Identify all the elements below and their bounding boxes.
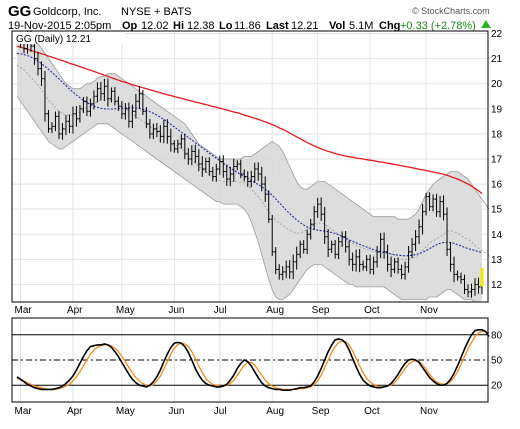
- price-tick-label: 19: [491, 104, 503, 115]
- bollinger-band-fill: [17, 33, 482, 302]
- watermark-text: © StockCharts.com: [412, 6, 490, 16]
- exchange-text: NYSE + BATS: [121, 6, 191, 18]
- stoch-d-line: [16, 330, 490, 391]
- stoch-plot: [12, 318, 490, 402]
- price-month-label: Jul: [214, 305, 227, 316]
- stoch-panel: [11, 317, 490, 403]
- price-tick-label: 12: [491, 280, 503, 291]
- stoch-month-label: Aug: [266, 406, 284, 417]
- price-tick-label: 17: [491, 154, 503, 165]
- vol-value: 5.1M: [349, 20, 373, 32]
- stoch-month-label: Apr: [67, 406, 83, 417]
- stoch-month-label: May: [116, 406, 135, 417]
- price-month-label: Sep: [312, 305, 330, 316]
- bollinger-mid: [16, 64, 490, 260]
- price-tick-label: 14: [491, 230, 503, 241]
- price-month-label: May: [116, 305, 135, 316]
- stoch-month-label: Nov: [420, 406, 438, 417]
- stoch-month-label: Jun: [168, 406, 184, 417]
- price-plot: [12, 30, 490, 303]
- last-value: 12.21: [291, 20, 319, 32]
- last-label: Last: [266, 20, 289, 32]
- price-tick-label: 20: [491, 79, 503, 90]
- ma-long-line: [16, 45, 483, 195]
- header: GG Goldcorp, Inc. NYSE + BATS © StockCha…: [8, 3, 491, 32]
- stoch-tick-label: 20: [491, 381, 503, 392]
- chg-label: Chg: [379, 20, 400, 32]
- op-value: 12.02: [141, 20, 169, 32]
- symbol-text: GG: [8, 3, 31, 20]
- stoch-month-label: Sep: [312, 406, 330, 417]
- stoch-month-label: Oct: [364, 406, 380, 417]
- price-month-label: Mar: [14, 305, 32, 316]
- price-tick-label: 16: [491, 180, 503, 191]
- price-tick-label: 13: [491, 255, 503, 266]
- price-month-label: Aug: [266, 305, 284, 316]
- lo-label: Lo: [219, 20, 233, 32]
- datetime-text: 19-Nov-2015 2:05pm: [8, 20, 111, 32]
- price-month-label: Jun: [168, 305, 184, 316]
- op-label: Op: [122, 20, 138, 32]
- hi-value: 12.38: [187, 20, 215, 32]
- legend-box: [13, 32, 125, 44]
- price-month-label: Nov: [420, 305, 438, 316]
- lo-value: 11.86: [234, 20, 261, 32]
- stoch-panel-border: [11, 317, 489, 403]
- bollinger-lower: [16, 95, 489, 303]
- price-month-label: Oct: [364, 305, 380, 316]
- stoch-month-label: Jul: [214, 406, 227, 417]
- stoch-tick-label: 50: [491, 356, 503, 367]
- vol-label: Vol: [329, 20, 345, 32]
- legend-text: GG (Daily) 12.21: [16, 34, 91, 45]
- last-bar-marker: [480, 267, 484, 287]
- price-tick-label: 22: [491, 29, 503, 40]
- stoch-tick-label: 80: [491, 330, 503, 341]
- company-text: Goldcorp, Inc.: [33, 6, 101, 18]
- up-arrow-icon: [481, 20, 491, 28]
- price-tick-label: 21: [491, 54, 503, 65]
- price-month-label: Apr: [67, 305, 83, 316]
- price-tick-label: 15: [491, 205, 503, 216]
- chg-value: +0.33 (+2.78%): [400, 20, 476, 32]
- stoch-month-label: Mar: [14, 406, 32, 417]
- price-panel-border: [11, 30, 489, 303]
- hi-label: Hi: [173, 20, 184, 32]
- ma-short-line: [16, 53, 483, 257]
- price-tick-label: 18: [491, 129, 503, 140]
- stoch-k-line: [16, 328, 490, 392]
- bollinger-upper: [17, 33, 490, 220]
- price-panel: GG (Daily) 12.21: [11, 30, 490, 303]
